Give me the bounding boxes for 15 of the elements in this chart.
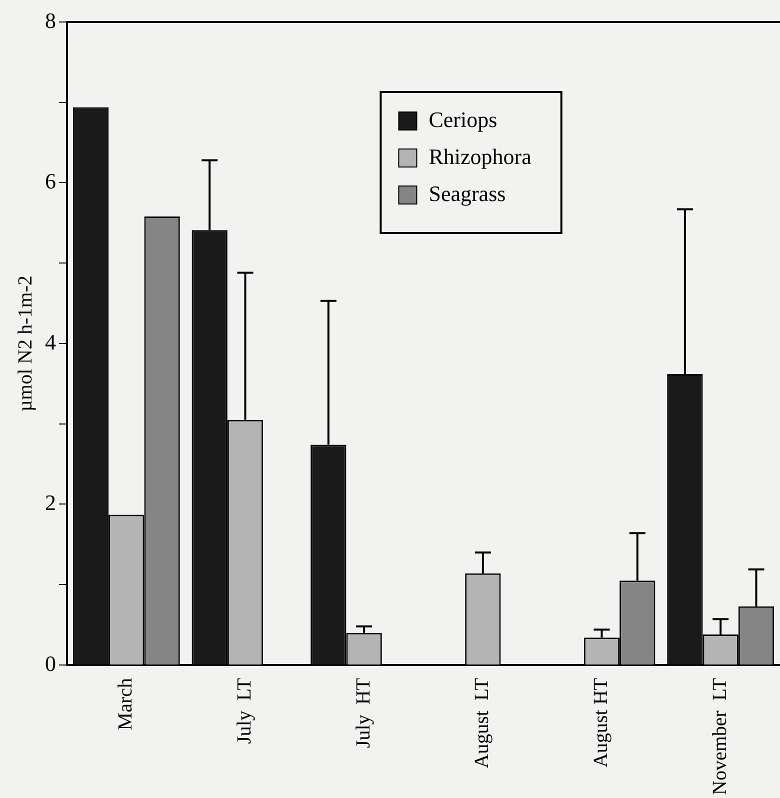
legend-label: Rhizophora bbox=[428, 144, 532, 169]
y-axis-title: µmol N2 h-1m-2 bbox=[14, 276, 36, 412]
x-tick-label: March bbox=[114, 678, 137, 730]
legend-label: Ceriops bbox=[428, 106, 498, 132]
x-tick-label: August HT bbox=[590, 678, 612, 768]
y-tick-label: 8 bbox=[45, 8, 56, 33]
y-tick-label: 4 bbox=[45, 329, 56, 354]
legend-label: Seagrass bbox=[428, 180, 506, 206]
y-tick-label: 2 bbox=[45, 490, 56, 516]
x-tick-label: August LT bbox=[471, 678, 494, 768]
x-tick-label: July LT bbox=[234, 678, 256, 744]
x-tick-label: November LT bbox=[708, 678, 731, 796]
y-tick-label: 6 bbox=[45, 168, 56, 194]
y-tick-label: 0 bbox=[45, 650, 56, 676]
x-tick-label: July HT bbox=[352, 678, 374, 748]
